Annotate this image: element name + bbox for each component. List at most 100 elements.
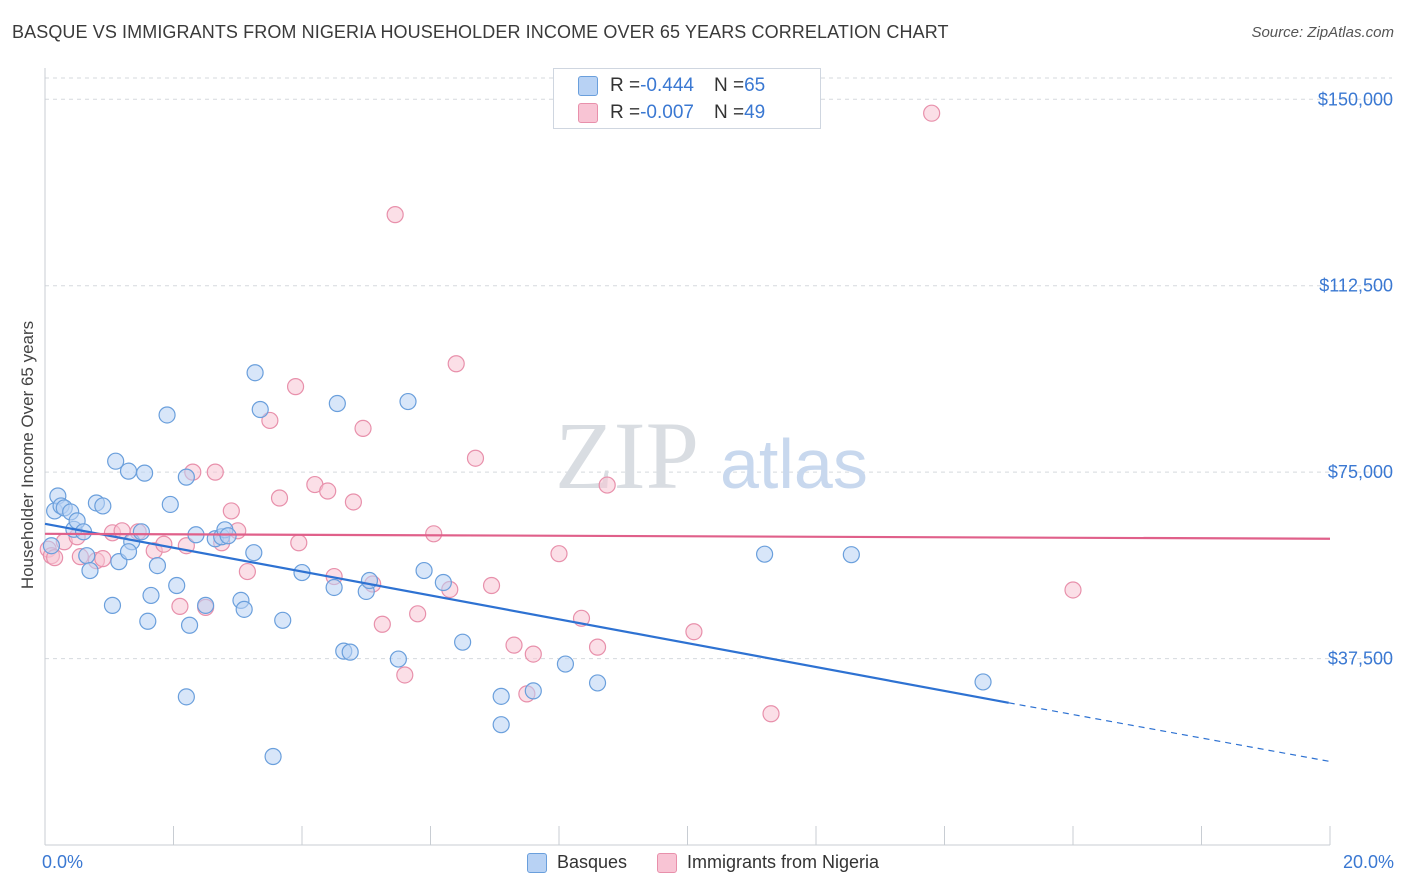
point-nigeria — [261, 411, 279, 430]
point-nigeria — [505, 636, 523, 654]
stats-r-label-basques: R = — [610, 75, 641, 96]
point-basques — [42, 537, 61, 555]
point-basques — [556, 655, 575, 673]
watermark: ZIP atlas — [555, 402, 868, 509]
point-basques — [81, 561, 99, 580]
point-nigeria — [685, 623, 703, 641]
point-nigeria — [270, 489, 289, 507]
axes — [44, 68, 1331, 846]
point-nigeria — [386, 206, 404, 224]
point-nigeria — [238, 562, 256, 581]
legend-label-basques: Basques — [556, 852, 627, 872]
legend-item-nigeria[interactable]: Immigrants from Nigeria — [657, 852, 879, 873]
point-basques — [389, 650, 407, 668]
point-basques — [328, 394, 346, 413]
legend: Basques Immigrants from Nigeria — [0, 852, 1406, 873]
point-nigeria — [762, 705, 780, 723]
point-nigeria — [482, 576, 501, 595]
y-tick-label: $37,500 — [1328, 649, 1393, 669]
point-basques — [142, 586, 160, 605]
point-nigeria — [923, 104, 941, 122]
stats-r-label-nigeria: R = — [610, 102, 641, 123]
point-nigeria — [588, 638, 607, 656]
point-basques — [246, 364, 264, 382]
point-nigeria — [466, 449, 485, 467]
point-nigeria — [373, 615, 391, 633]
point-nigeria — [290, 534, 308, 552]
point-nigeria — [171, 597, 189, 615]
point-nigeria — [447, 355, 465, 373]
y-tick-label: $150,000 — [1318, 89, 1393, 109]
point-basques — [235, 600, 253, 618]
point-nigeria — [524, 645, 542, 663]
point-basques — [251, 400, 269, 419]
stats-n-label-basques: N = — [713, 75, 745, 96]
x-tick-label-min: 0.0% — [42, 852, 84, 872]
x-tick-label-max: 20.0% — [1342, 852, 1394, 872]
source-credit: Source: ZipAtlas.com — [1251, 24, 1394, 41]
stats-n-basques: 65 — [744, 75, 766, 96]
point-nigeria — [550, 545, 568, 563]
chart-title: BASQUE VS IMMIGRANTS FROM NIGERIA HOUSEH… — [12, 22, 949, 42]
point-nigeria — [319, 482, 337, 500]
point-nigeria — [1064, 581, 1082, 599]
point-nigeria — [206, 463, 224, 481]
y-tick-label: $112,500 — [1319, 276, 1393, 296]
point-basques — [168, 576, 186, 595]
point-basques — [139, 612, 157, 630]
watermark-zip: ZIP — [555, 402, 699, 509]
point-nigeria — [222, 502, 240, 520]
legend-swatch-basques — [526, 852, 547, 873]
trend-line-basques-extension — [1008, 702, 1331, 763]
trend-line-nigeria — [44, 532, 1331, 540]
y-tick-label: $75,000 — [1328, 462, 1393, 482]
point-nigeria — [396, 666, 414, 684]
point-basques — [107, 452, 125, 470]
point-basques — [180, 616, 199, 634]
point-basques — [94, 497, 112, 515]
stats-n-nigeria: 49 — [744, 102, 766, 123]
point-basques — [103, 596, 122, 614]
point-nigeria — [425, 525, 443, 543]
point-basques — [588, 674, 607, 692]
point-basques — [158, 406, 176, 424]
legend-swatch-nigeria — [657, 852, 677, 873]
y-axis-label: Householder Income Over 65 years — [18, 320, 37, 590]
point-basques — [492, 687, 510, 705]
trend-lines — [44, 522, 1331, 763]
point-basques — [177, 468, 195, 486]
point-basques — [119, 462, 138, 480]
point-basques — [78, 547, 96, 565]
point-nigeria — [354, 419, 372, 437]
point-basques — [264, 747, 282, 766]
legend-item-basques[interactable]: Basques — [526, 852, 627, 873]
point-nigeria — [286, 378, 305, 396]
point-basques — [148, 557, 167, 575]
point-basques — [492, 716, 510, 734]
point-basques — [524, 682, 542, 700]
point-basques — [161, 495, 179, 514]
stats-swatch-basques — [578, 76, 598, 96]
point-basques — [219, 527, 237, 545]
point-basques — [274, 611, 292, 629]
point-basques — [842, 546, 860, 564]
point-basques — [434, 573, 452, 592]
stats-n-label-nigeria: N = — [713, 102, 745, 123]
stats-swatch-nigeria — [578, 103, 598, 123]
point-basques — [197, 596, 215, 614]
point-basques — [245, 544, 263, 562]
y-tick-labels: $37,500 $75,000 $112,500 $150,000 — [1318, 89, 1393, 668]
point-nigeria — [344, 493, 362, 511]
stats-row-basques: R = -0.444 N = 65 — [578, 75, 765, 97]
stats-r-basques: -0.444 — [640, 75, 694, 96]
point-nigeria — [598, 476, 616, 494]
point-basques — [132, 523, 150, 541]
point-basques — [119, 543, 138, 561]
point-basques — [341, 643, 359, 661]
point-basques — [415, 561, 433, 580]
point-nigeria — [409, 605, 427, 623]
stats-row-nigeria: R = -0.007 N = 49 — [578, 102, 765, 124]
watermark-atlas: atlas — [720, 425, 868, 503]
trend-line-basques — [44, 522, 1009, 704]
